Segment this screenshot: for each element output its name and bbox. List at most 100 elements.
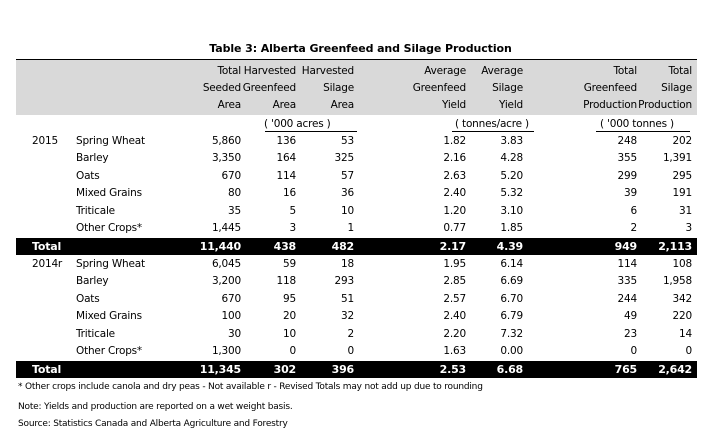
value-cell: 248 [617, 135, 638, 147]
value-cell: 3 [289, 222, 297, 234]
total-value-cell: 2,113 [658, 240, 692, 253]
value-cell: 2.57 [443, 293, 466, 305]
value-cell: 35 [228, 205, 241, 217]
column-header-7-line-3: Production [638, 99, 692, 111]
value-cell: 10 [283, 328, 296, 340]
crop-name: Other Crops* [76, 222, 142, 234]
column-header-6-line-1: Total [613, 65, 637, 77]
value-cell: 0 [289, 345, 297, 357]
value-cell: 18 [341, 258, 354, 270]
column-header-5-line-3: Yield [499, 99, 523, 111]
value-cell: 57 [341, 170, 354, 182]
total-label: Total [32, 363, 62, 376]
crop-name: Triticale [76, 328, 115, 340]
crop-name: Oats [76, 170, 100, 182]
value-cell: 355 [617, 152, 638, 164]
column-header-7-line-1: Total [668, 65, 692, 77]
column-header-4-line-1: Average [424, 65, 466, 77]
units-area: ( '000 acres ) [264, 118, 331, 130]
value-cell: 16 [283, 187, 296, 199]
value-cell: 1.63 [443, 345, 466, 357]
header-top-rule [16, 59, 697, 60]
value-cell: 5 [289, 205, 297, 217]
crop-name: Spring Wheat [76, 135, 145, 147]
column-header-3-line-2: Silage [323, 82, 354, 94]
value-cell: 10 [341, 205, 354, 217]
units-underline [265, 131, 357, 132]
total-value-cell: 949 [614, 240, 638, 253]
value-cell: 0 [685, 345, 693, 357]
value-cell: 295 [672, 170, 693, 182]
value-cell: 36 [341, 187, 354, 199]
total-value-cell: 482 [331, 240, 355, 253]
column-header-1-line-3: Area [217, 99, 242, 111]
value-cell: 3.83 [500, 135, 523, 147]
column-header-4-line-2: Greenfeed [412, 82, 466, 94]
total-value-cell: 302 [273, 363, 297, 376]
value-cell: 80 [228, 187, 241, 199]
crop-name: Barley [76, 152, 109, 164]
value-cell: 3 [685, 222, 693, 234]
total-value-cell: 11,345 [199, 363, 241, 376]
crop-name: Oats [76, 293, 100, 305]
value-cell: 2.40 [443, 187, 466, 199]
value-cell: 293 [334, 275, 355, 287]
value-cell: 14 [679, 328, 692, 340]
value-cell: 114 [617, 258, 638, 270]
value-cell: 108 [672, 258, 693, 270]
units-underline [452, 131, 534, 132]
value-cell: 23 [624, 328, 637, 340]
value-cell: 299 [617, 170, 638, 182]
value-cell: 0 [347, 345, 355, 357]
value-cell: 1.82 [443, 135, 466, 147]
value-cell: 32 [341, 310, 354, 322]
value-cell: 1,391 [662, 152, 692, 164]
total-value-cell: 765 [614, 363, 638, 376]
total-value-cell: 11,440 [199, 240, 241, 253]
value-cell: 6,045 [211, 258, 241, 270]
value-cell: 0.77 [443, 222, 466, 234]
value-cell: 4.28 [500, 152, 523, 164]
crop-name: Mixed Grains [76, 187, 142, 199]
value-cell: 100 [221, 310, 242, 322]
total-value-cell: 2,642 [658, 363, 692, 376]
column-header-4-line-3: Yield [442, 99, 466, 111]
value-cell: 59 [283, 258, 296, 270]
value-cell: 1.85 [500, 222, 523, 234]
value-cell: 2 [630, 222, 638, 234]
crop-name: Mixed Grains [76, 310, 142, 322]
total-value-cell: 4.39 [496, 240, 524, 253]
value-cell: 5.20 [500, 170, 523, 182]
crop-name: Other Crops* [76, 345, 142, 357]
units-production: ( '000 tonnes ) [600, 118, 674, 130]
value-cell: 5.32 [500, 187, 523, 199]
total-value-cell: 438 [273, 240, 297, 253]
total-value-cell: 2.53 [439, 363, 467, 376]
value-cell: 0.00 [500, 345, 523, 357]
crop-name: Barley [76, 275, 109, 287]
column-header-2-line-3: Area [272, 99, 297, 111]
value-cell: 670 [221, 293, 242, 305]
value-cell: 335 [617, 275, 638, 287]
value-cell: 244 [617, 293, 638, 305]
value-cell: 220 [672, 310, 693, 322]
value-cell: 5,860 [211, 135, 241, 147]
value-cell: 136 [276, 135, 297, 147]
value-cell: 202 [672, 135, 693, 147]
value-cell: 2.16 [443, 152, 466, 164]
year-label: 2014r [32, 258, 63, 270]
value-cell: 6 [630, 205, 638, 217]
value-cell: 51 [341, 293, 354, 305]
units-yield: ( tonnes/acre ) [455, 118, 529, 130]
value-cell: 49 [624, 310, 637, 322]
crop-name: Spring Wheat [76, 258, 145, 270]
column-header-2-line-2: Greenfeed [242, 82, 296, 94]
value-cell: 7.32 [500, 328, 523, 340]
value-cell: 3,200 [211, 275, 241, 287]
value-cell: 30 [228, 328, 241, 340]
value-cell: 164 [276, 152, 297, 164]
footnote-note: Note: Yields and production are reported… [18, 402, 293, 412]
value-cell: 0 [630, 345, 638, 357]
value-cell: 1 [347, 222, 355, 234]
column-header-6-line-3: Production [583, 99, 637, 111]
